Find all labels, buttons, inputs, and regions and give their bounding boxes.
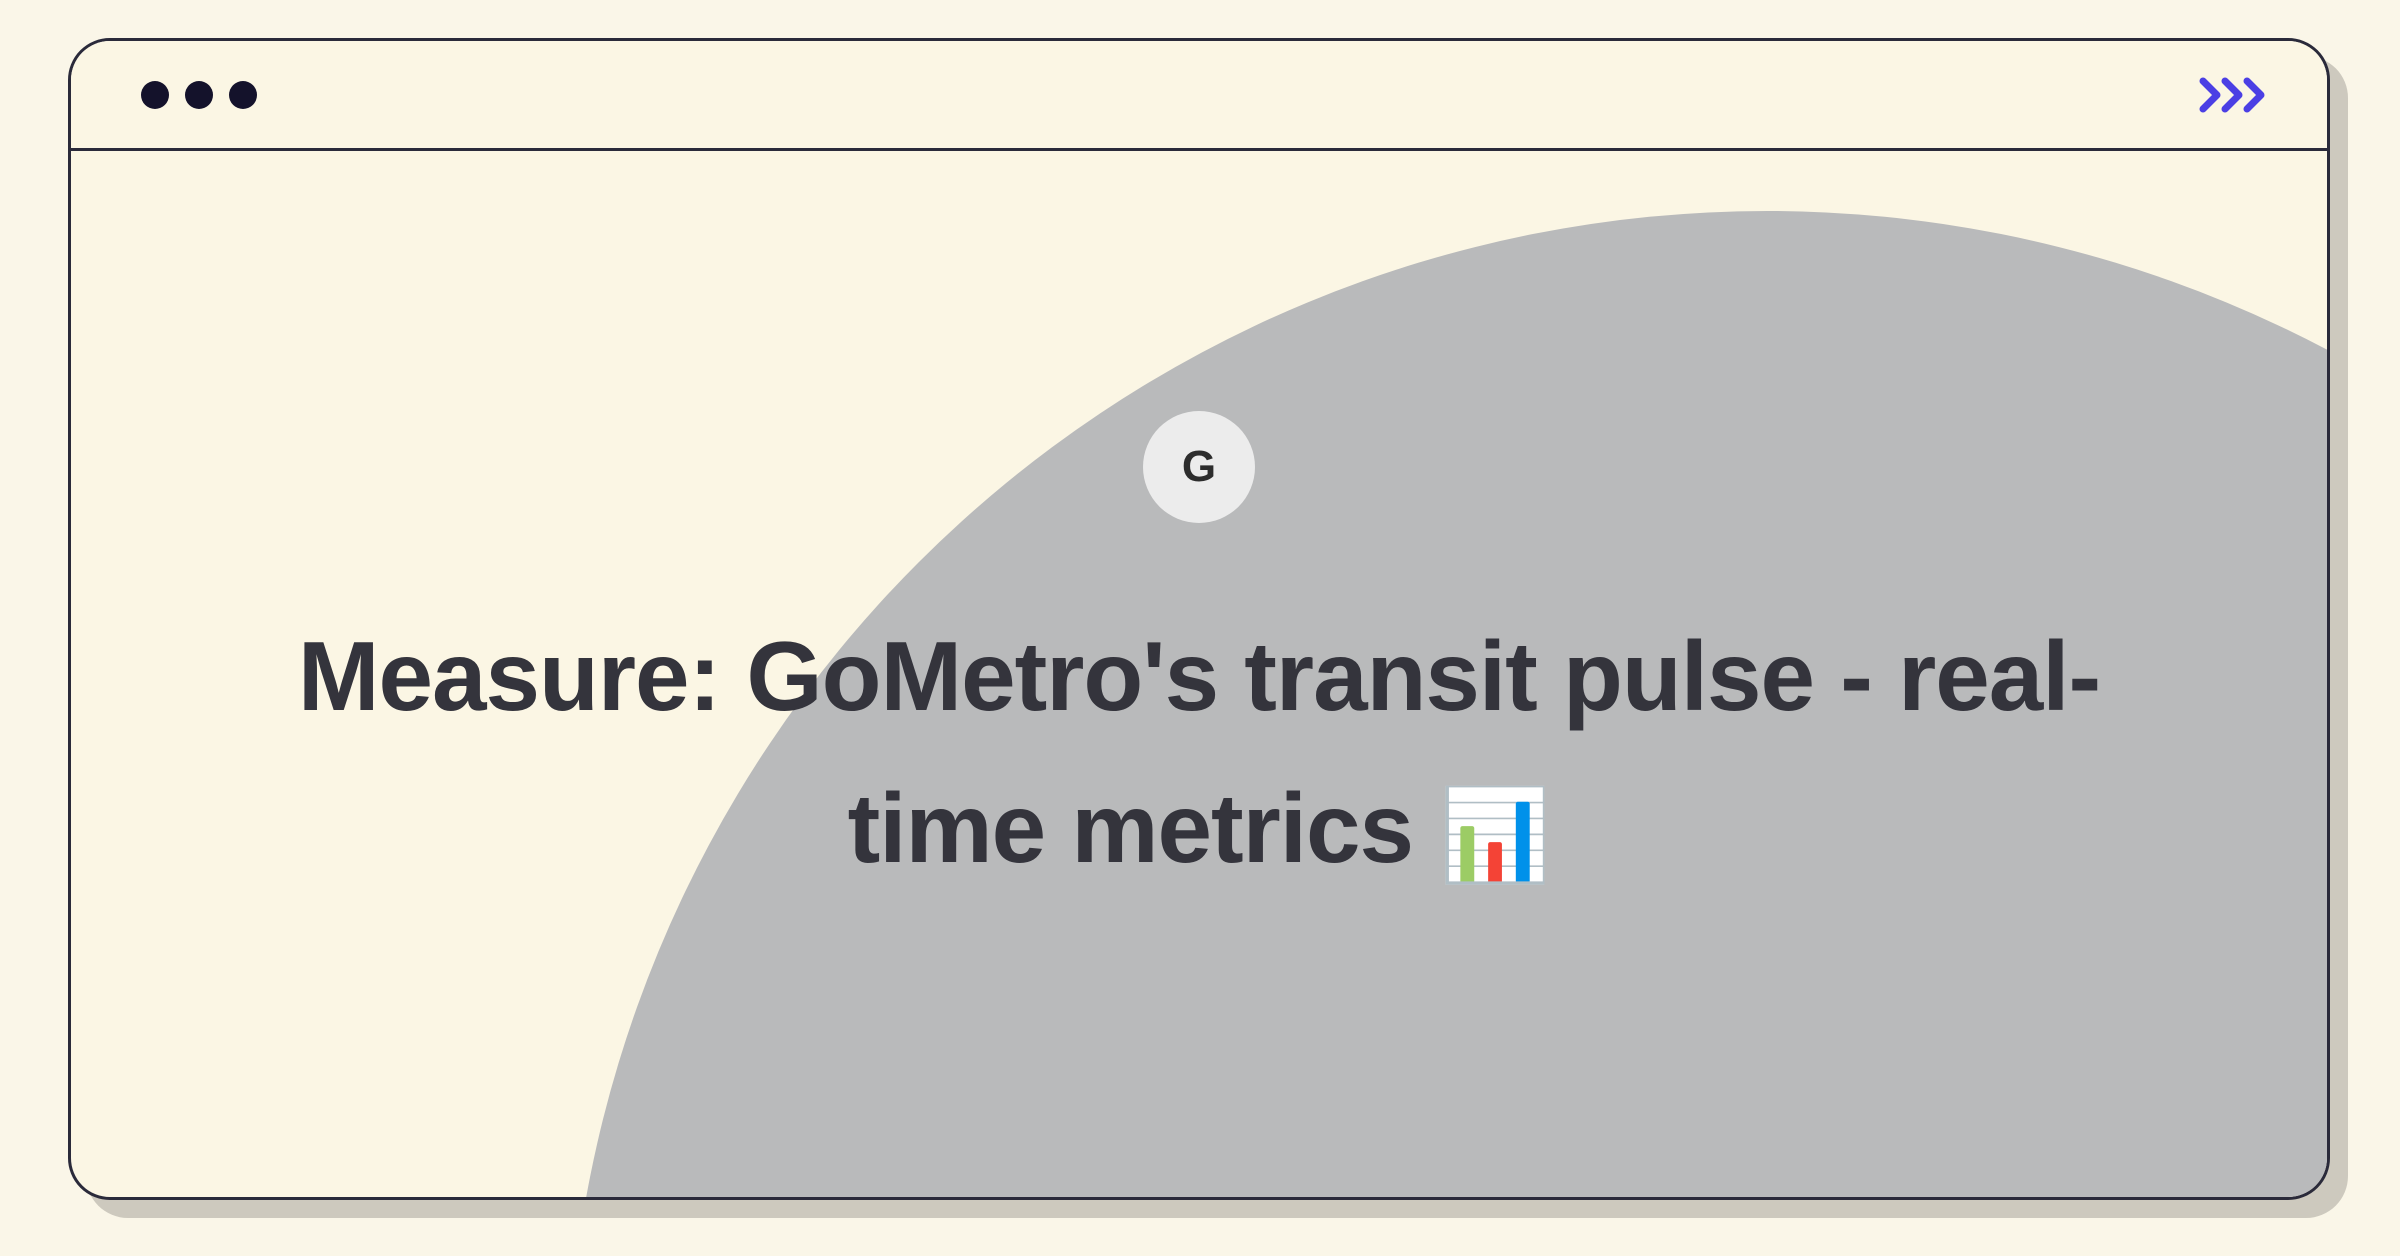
window-content: G Measure: GoMetro's transit pulse - rea… (71, 151, 2327, 1197)
window-titlebar (71, 41, 2327, 151)
traffic-light-close-icon[interactable] (141, 81, 169, 109)
avatar-badge: G (1143, 411, 1255, 523)
traffic-light-zoom-icon[interactable] (229, 81, 257, 109)
browser-window: G Measure: GoMetro's transit pulse - rea… (68, 38, 2330, 1200)
avatar-letter: G (1182, 442, 1216, 492)
forward-chevrons-icon[interactable] (2199, 75, 2277, 115)
hero-stack: G Measure: GoMetro's transit pulse - rea… (71, 411, 2327, 906)
traffic-lights-group (141, 81, 257, 109)
page-headline: Measure: GoMetro's transit pulse - real-… (249, 601, 2149, 906)
traffic-light-minimize-icon[interactable] (185, 81, 213, 109)
headline-text: Measure: GoMetro's transit pulse - real-… (298, 621, 2100, 883)
bar-chart-icon: 📊 (1439, 786, 1550, 886)
